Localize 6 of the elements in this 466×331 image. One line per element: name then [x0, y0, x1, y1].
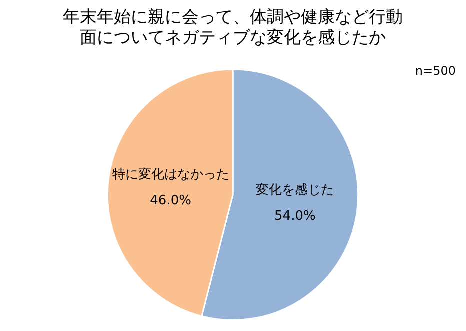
data-label: 46.0%	[150, 193, 192, 208]
slice-label: 特に変化はなかった	[112, 166, 230, 182]
slice-label: 変化を感じた	[256, 182, 334, 198]
data-label: 54.0%	[274, 209, 316, 224]
chart-title: 年末年始に親に会って、体調や健康など行動面についてネガティブな変化を感じたか	[63, 8, 403, 48]
text: n=500	[415, 64, 456, 78]
